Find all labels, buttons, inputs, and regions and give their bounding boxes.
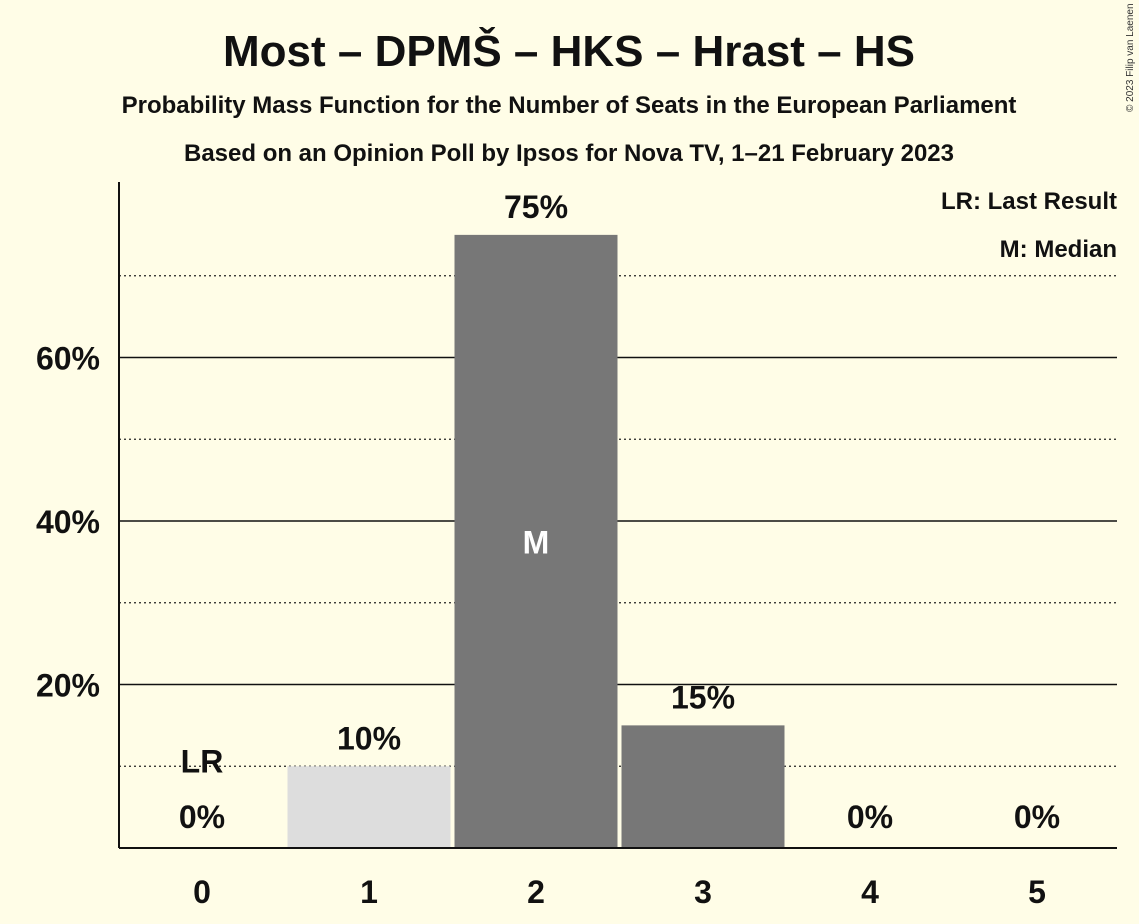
x-tick-label-4: 4 (861, 874, 879, 910)
value-label-4: 0% (847, 799, 893, 835)
value-label-0: 0% (179, 799, 225, 835)
chart-title: Most – DPMŠ – HKS – Hrast – HS (223, 25, 915, 76)
x-tick-label-5: 5 (1028, 874, 1046, 910)
value-label-5: 0% (1014, 799, 1060, 835)
legend-median: M: Median (1000, 236, 1117, 263)
y-tick-label: 40% (36, 504, 100, 540)
y-tick-label: 60% (36, 341, 100, 377)
data-labels: 20% 40% 60% 0% 10% 75% 15% 0% 0% LR M 0 1 2 3 4 5 (36, 189, 1060, 910)
x-tick-label-0: 0 (193, 874, 211, 910)
bar-seats-1 (287, 766, 451, 848)
bars (287, 234, 785, 848)
value-label-3: 15% (671, 679, 735, 715)
value-label-2: 75% (504, 189, 568, 225)
copyright-text: © 2023 Filip van Laenen (1125, 3, 1136, 112)
chart-subtitle: Probability Mass Function for the Number… (122, 92, 1017, 119)
bar-seats-3 (621, 725, 785, 848)
axes (118, 182, 1117, 849)
bar-seats-2 (454, 234, 618, 848)
value-label-1: 10% (337, 720, 401, 756)
last-result-marker: LR (181, 743, 224, 779)
x-tick-label-2: 2 (527, 874, 545, 910)
y-tick-label: 20% (36, 668, 100, 704)
legend-last-result: LR: Last Result (941, 188, 1117, 215)
chart-subtitle-source: Based on an Opinion Poll by Ipsos for No… (184, 140, 954, 167)
median-marker: M (523, 524, 550, 560)
x-tick-label-3: 3 (694, 874, 712, 910)
x-tick-label-1: 1 (360, 874, 378, 910)
gridlines (119, 275, 1117, 767)
